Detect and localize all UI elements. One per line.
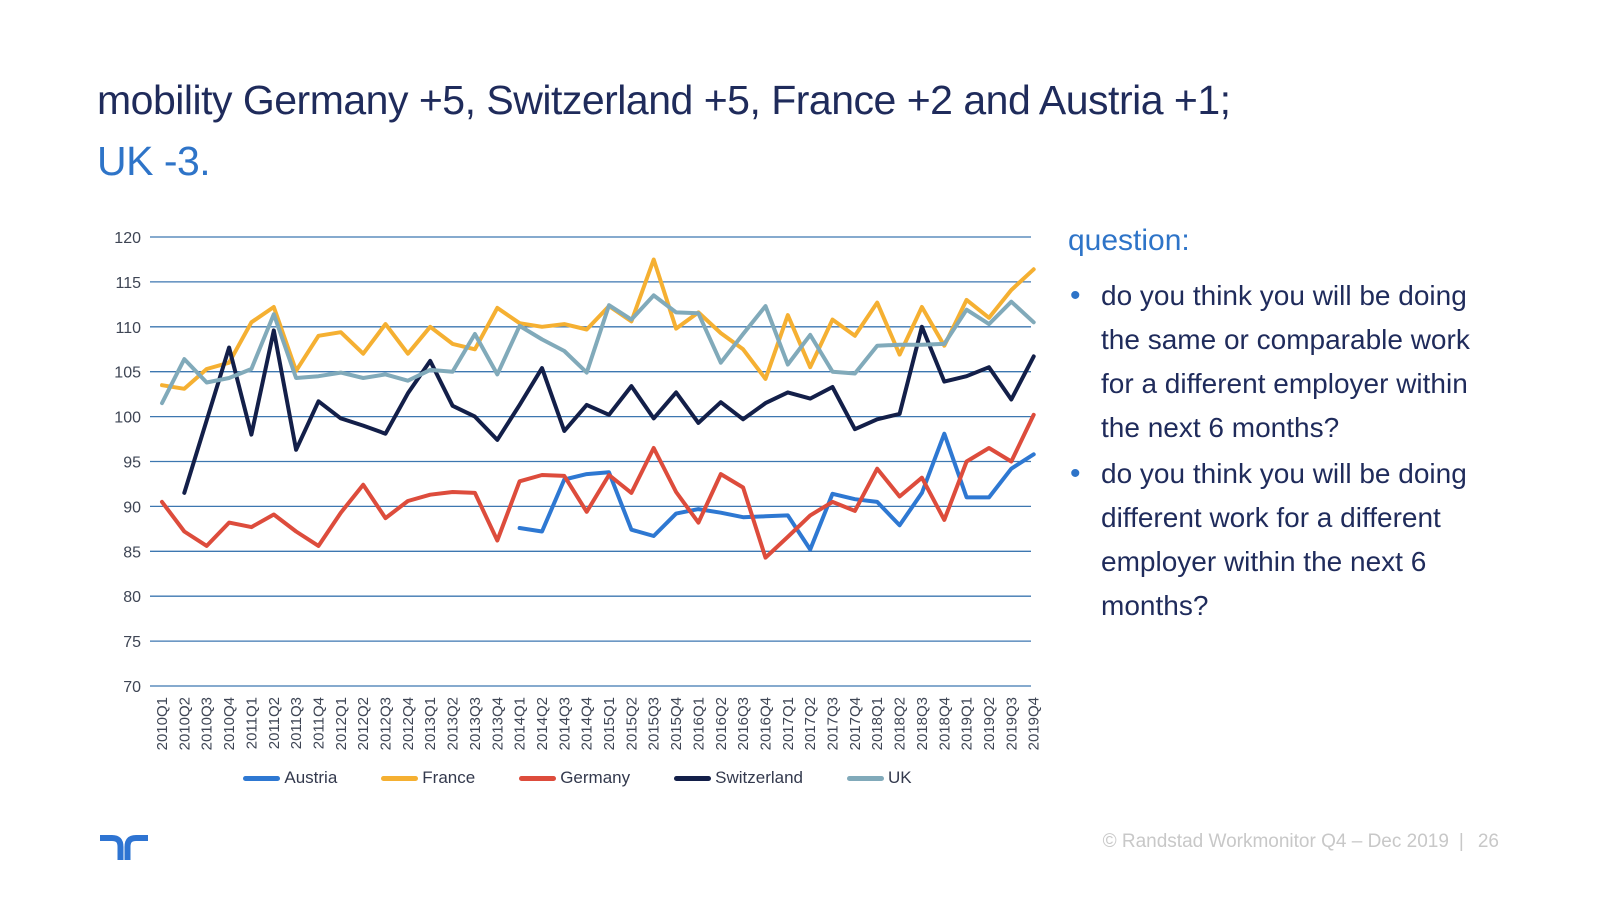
x-tick-label: 2019Q2 — [981, 697, 998, 750]
x-tick-label: 2014Q2 — [534, 697, 551, 750]
series-line-austria — [517, 431, 1036, 552]
x-tick-label: 2017Q1 — [780, 697, 797, 750]
x-tick-label: 2012Q2 — [355, 697, 372, 750]
x-tick-label: 2016Q3 — [735, 697, 752, 750]
x-tick-label: 2018Q3 — [914, 697, 931, 750]
legend-item-austria: Austria — [243, 768, 337, 788]
x-tick-label: 2013Q2 — [445, 697, 462, 750]
legend-swatch-icon — [519, 775, 557, 781]
y-tick-label: 110 — [115, 320, 141, 337]
y-tick-label: 105 — [114, 365, 141, 382]
legend-swatch-icon — [243, 775, 281, 781]
x-tick-label: 2012Q1 — [333, 697, 350, 750]
mobility-line-chart: 70 75 80 85 90 95 100 105 110 115 120 2010Q1 2010Q2 2… — [110, 220, 1045, 770]
x-tick-label: 2015Q2 — [623, 697, 640, 750]
legend-swatch-icon — [381, 775, 419, 781]
x-tick-label: 2015Q1 — [601, 697, 618, 750]
series-line-uk — [160, 293, 1036, 406]
legend-label: Austria — [284, 768, 338, 787]
chart-legend: Austria France Germany Switzerland UK — [110, 768, 1045, 788]
x-tick-label: 2012Q3 — [378, 697, 395, 750]
question-bullet: do you think you will be doing the same … — [1068, 274, 1472, 450]
legend-label: UK — [888, 768, 912, 787]
legend-item-switzerland: Switzerland — [674, 768, 803, 788]
chart-canvas: 70 75 80 85 90 95 100 105 110 115 120 2010Q1 2010Q2 2… — [114, 230, 1043, 750]
series-line-germany — [160, 412, 1036, 560]
slide-title-line1: mobility Germany +5, Switzerland +5, Fra… — [97, 77, 1231, 123]
x-tick-label: 2017Q4 — [847, 697, 864, 750]
legend-swatch-icon — [674, 775, 712, 781]
y-tick-label: 115 — [115, 275, 141, 292]
randstad-logo-icon — [100, 835, 148, 860]
x-tick-label: 2011Q3 — [288, 697, 305, 749]
x-tick-label: 2010Q3 — [199, 697, 216, 750]
x-tick-label: 2010Q1 — [154, 697, 171, 750]
y-tick-label: 100 — [114, 410, 141, 427]
x-tick-label: 2016Q2 — [713, 697, 730, 750]
page-number: 26 — [1477, 831, 1499, 852]
x-tick-label: 2015Q4 — [668, 697, 685, 750]
legend-item-germany: Germany — [519, 768, 630, 788]
slide-title-line2: UK -3. — [97, 138, 211, 184]
x-tick-label: 2011Q1 — [243, 697, 260, 749]
question-heading: question: — [1068, 224, 1190, 257]
x-tick-label: 2019Q4 — [1026, 697, 1043, 750]
x-tick-label: 2016Q1 — [690, 697, 707, 750]
x-tick-label: 2010Q4 — [221, 697, 238, 750]
x-tick-label: 2014Q4 — [579, 697, 596, 750]
x-tick-label: 2017Q2 — [802, 697, 819, 750]
legend-label: Switzerland — [715, 768, 803, 787]
y-tick-label: 80 — [123, 589, 141, 606]
x-tick-label: 2019Q1 — [959, 697, 976, 750]
x-tick-label: 2019Q3 — [1003, 697, 1020, 750]
x-tick-label: 2012Q4 — [400, 697, 417, 750]
x-tick-label: 2014Q1 — [512, 697, 529, 750]
slide-footer: © Randstad Workmonitor Q4 – Dec 2019 | 26 — [1103, 831, 1499, 853]
x-tick-label: 2013Q1 — [422, 697, 439, 750]
question-bullet: do you think you will be doing different… — [1068, 452, 1472, 628]
x-tick-label: 2018Q2 — [892, 697, 909, 750]
x-tick-label: 2011Q4 — [310, 697, 327, 749]
x-tick-label: 2018Q1 — [869, 697, 886, 750]
legend-label: Germany — [560, 768, 631, 787]
randstad-logo — [99, 833, 149, 866]
x-tick-label: 2017Q3 — [825, 697, 842, 750]
series-line-switzerland — [182, 324, 1036, 495]
legend-item-france: France — [381, 768, 475, 788]
slide-title: mobility Germany +5, Switzerland +5, Fra… — [97, 70, 1557, 192]
y-tick-label: 90 — [123, 499, 141, 516]
x-tick-label: 2016Q4 — [757, 697, 774, 750]
legend-label: France — [422, 768, 476, 787]
question-bullet-list: do you think you will be doing the same … — [1068, 274, 1472, 628]
x-tick-label: 2014Q3 — [556, 697, 573, 750]
y-tick-label: 85 — [123, 544, 141, 561]
x-tick-label: 2011Q2 — [266, 697, 283, 749]
x-tick-label: 2013Q3 — [467, 697, 484, 750]
legend-swatch-icon — [847, 775, 884, 781]
series-line-france — [160, 257, 1036, 391]
y-tick-label: 70 — [123, 679, 141, 696]
x-tick-label: 2018Q4 — [936, 697, 953, 750]
y-tick-label: 95 — [123, 455, 141, 472]
question-panel: question: do you think you will be doing… — [1068, 224, 1472, 630]
x-tick-label: 2015Q3 — [646, 697, 663, 750]
footer-separator: | — [1458, 831, 1464, 852]
legend-item-uk: UK — [847, 768, 912, 788]
y-tick-label: 120 — [114, 230, 141, 247]
x-tick-label: 2010Q2 — [176, 697, 193, 750]
y-tick-label: 75 — [123, 634, 141, 651]
x-tick-label: 2013Q4 — [489, 697, 506, 750]
footer-copyright: © Randstad Workmonitor Q4 – Dec 2019 — [1102, 831, 1449, 852]
